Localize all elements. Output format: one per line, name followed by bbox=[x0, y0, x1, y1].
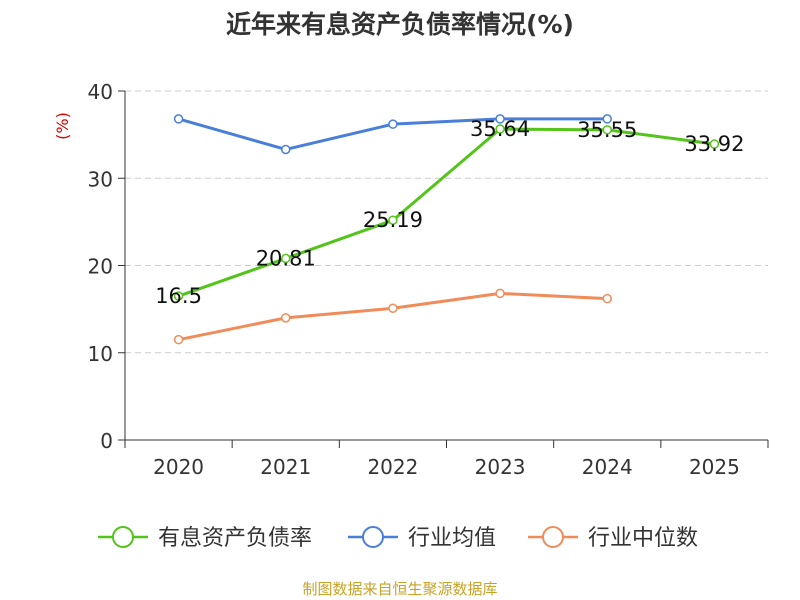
y-axis-unit-label: (%) bbox=[53, 112, 72, 140]
data-point-industry_average-2024[interactable] bbox=[602, 114, 612, 124]
data-point-asset_liability_ratio-2025[interactable] bbox=[709, 139, 720, 149]
axes: 0 10 20 30 40 2020 2021 2022 2023 2024 2025 bbox=[88, 80, 769, 479]
series-line-asset_liability_ratio bbox=[178, 127, 715, 298]
y-tick-label: 0 bbox=[100, 429, 113, 453]
legend-label: 行业均值 bbox=[408, 526, 496, 551]
legend-label: 有息资产负债率 bbox=[158, 526, 312, 551]
data-label-2022: 25.19 bbox=[363, 208, 423, 232]
data-label-2020: 16.5 bbox=[155, 284, 202, 308]
legend-marker-icon bbox=[542, 526, 564, 548]
y-tick-label: 10 bbox=[88, 342, 113, 366]
data-point-industry_median-2022[interactable] bbox=[388, 303, 398, 314]
y-tick-label: 40 bbox=[88, 80, 113, 104]
legend[interactable]: 有息资产负债率 行业均值 行业中位数 bbox=[98, 526, 698, 551]
series-line-industry_median bbox=[178, 291, 608, 342]
x-tick-label-2022: 2022 bbox=[367, 455, 418, 479]
data-point-asset_liability_ratio-2021[interactable] bbox=[281, 253, 291, 264]
legend-item-industry_average[interactable]: 行业均值 bbox=[348, 526, 496, 551]
series-industry_median bbox=[173, 288, 612, 345]
y-tick-label: 30 bbox=[88, 167, 113, 191]
x-tick-label-2020: 2020 bbox=[153, 455, 204, 479]
data-labels: 16.5 20.81 25.19 35.64 35.55 33.92 bbox=[155, 117, 744, 308]
data-point-industry_average-2022[interactable] bbox=[388, 119, 398, 129]
chart-title: 近年来有息资产负债率情况(%) bbox=[226, 10, 574, 39]
x-tick-label-2024: 2024 bbox=[582, 455, 633, 479]
data-label-2025: 33.92 bbox=[684, 132, 744, 156]
y-tick-label: 20 bbox=[88, 255, 113, 279]
data-point-asset_liability_ratio-2024[interactable] bbox=[602, 125, 612, 135]
data-point-industry_median-2024[interactable] bbox=[602, 293, 612, 304]
x-tick-label-2023: 2023 bbox=[475, 455, 526, 479]
data-point-asset_liability_ratio-2022[interactable] bbox=[388, 215, 398, 225]
source-note: 制图数据来自恒生聚源数据库 bbox=[302, 580, 498, 598]
data-point-industry_median-2021[interactable] bbox=[281, 313, 291, 323]
series-industry_average bbox=[173, 114, 612, 155]
legend-item-asset_liability_ratio[interactable]: 有息资产负债率 bbox=[98, 526, 312, 551]
x-tick-label-2021: 2021 bbox=[260, 455, 311, 479]
legend-item-industry_median[interactable]: 行业中位数 bbox=[528, 526, 698, 551]
series-asset_liability_ratio bbox=[173, 124, 720, 301]
data-point-industry_median-2020[interactable] bbox=[173, 334, 184, 345]
x-tick-label-2025: 2025 bbox=[689, 455, 740, 479]
series-lines bbox=[173, 114, 720, 345]
data-point-industry_average-2021[interactable] bbox=[281, 144, 291, 155]
data-label-2024: 35.55 bbox=[577, 118, 637, 142]
data-label-2021: 20.81 bbox=[256, 246, 316, 270]
legend-label: 行业中位数 bbox=[588, 526, 698, 551]
legend-marker-icon bbox=[112, 526, 134, 548]
grid-lines bbox=[125, 90, 768, 354]
data-point-asset_liability_ratio-2023[interactable] bbox=[495, 124, 505, 134]
data-label-2023: 35.64 bbox=[470, 117, 530, 141]
data-point-industry_average-2023[interactable] bbox=[495, 114, 505, 124]
data-point-industry_median-2023[interactable] bbox=[495, 288, 505, 299]
data-point-industry_average-2020[interactable] bbox=[173, 114, 184, 124]
data-point-asset_liability_ratio-2020[interactable] bbox=[173, 291, 184, 301]
legend-marker-icon bbox=[362, 526, 384, 548]
